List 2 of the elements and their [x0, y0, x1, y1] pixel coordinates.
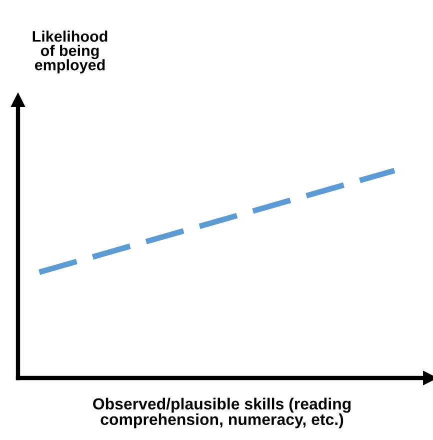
x-axis-title: Observed/plausible skills (reading comprehension, numeracy, etc.): [93, 398, 351, 428]
text: Likelihood of being employed: [32, 30, 108, 74]
